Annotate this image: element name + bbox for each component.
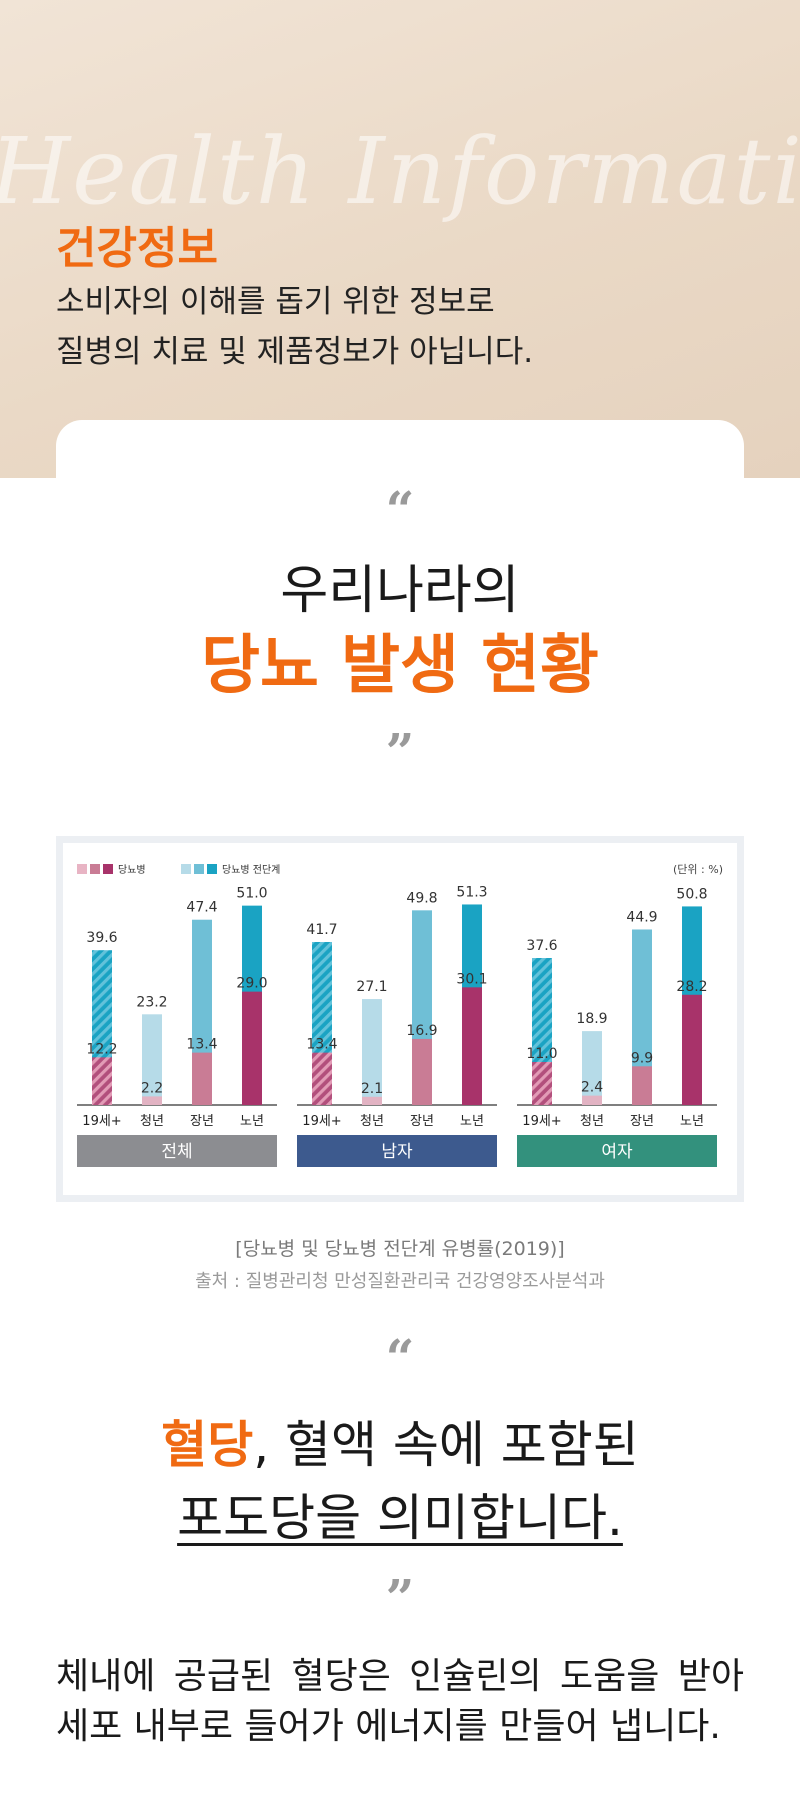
label-diabetes-1-1: 2.1 (361, 1081, 383, 1097)
bar-diabetes-1-3 (462, 987, 482, 1105)
category-label-2-3: 노년 (680, 1114, 704, 1129)
open-quote-icon: “ (385, 480, 415, 539)
category-label-0-0: 19세+ (82, 1114, 121, 1129)
section2-highlight: 혈당 (161, 1416, 254, 1474)
label-diabetes-0-2: 13.4 (186, 1037, 217, 1053)
category-label-1-3: 노년 (460, 1114, 484, 1129)
category-label-0-2: 장년 (190, 1114, 214, 1129)
label-total-0-3: 51.0 (236, 886, 267, 902)
hero-script-text: Health Information (0, 118, 800, 225)
bar-diabetes-2-1 (582, 1095, 602, 1105)
group-bar-1 (297, 1135, 497, 1167)
section2-line2-text: 포도당을 의미합니다. (177, 1489, 623, 1547)
hero-banner: Health Information 건강정보 소비자의 이해를 돕기 위한 정… (0, 0, 800, 478)
chart-caption-title: [당뇨병 및 당뇨병 전단계 유병률(2019)] (235, 1238, 565, 1260)
bar-diabetes-0-3 (242, 991, 262, 1105)
category-label-0-1: 청년 (140, 1114, 164, 1129)
category-label-2-1: 청년 (580, 1114, 604, 1129)
label-total-0-0: 39.6 (86, 930, 117, 946)
section2-line1-rest: , 혈액 속에 포함된 (253, 1416, 639, 1474)
bar-diabetes-1-0 (312, 1052, 332, 1105)
bar-total-2-1 (582, 1031, 602, 1105)
label-total-2-0: 37.6 (526, 938, 557, 954)
bar-diabetes-2-2 (632, 1066, 652, 1105)
bar-diabetes-1-2 (412, 1038, 432, 1105)
unit-label: (단위 : %) (673, 863, 723, 876)
category-label-2-2: 장년 (630, 1114, 654, 1129)
label-total-2-1: 18.9 (576, 1011, 607, 1027)
label-diabetes-0-1: 2.2 (141, 1080, 163, 1096)
label-total-1-3: 51.3 (456, 884, 487, 900)
bar-total-1-1 (362, 999, 382, 1105)
legend-label-1: 당뇨병 전단계 (222, 864, 280, 876)
group-bar-0 (77, 1135, 277, 1167)
close-quote-icon: ” (385, 722, 415, 781)
label-diabetes-2-1: 2.4 (581, 1080, 603, 1096)
category-label-1-2: 장년 (410, 1114, 434, 1129)
open-quote-icon-2: “ (385, 1328, 415, 1387)
bar-diabetes-1-1 (362, 1096, 382, 1105)
legend-swatch-1-0 (181, 864, 191, 874)
bar-diabetes-2-3 (682, 994, 702, 1105)
group-label-1: 남자 (381, 1142, 413, 1162)
bar-diabetes-2-0 (532, 1062, 552, 1105)
label-total-1-2: 49.8 (406, 890, 437, 906)
chart-svg: 당뇨병 당뇨병 전단계 (단위 : %) 39.6 12.2 19세+ 23.2 2.2 청… (77, 863, 723, 1167)
legend-swatch-1-1 (194, 864, 204, 874)
legend-label-0: 당뇨병 (118, 864, 146, 876)
category-label-2-0: 19세+ (522, 1114, 561, 1129)
content-card-top (56, 420, 744, 540)
section1-title-line1: 우리나라의 (280, 561, 520, 621)
bar-total-2-2 (632, 929, 652, 1105)
label-diabetes-2-2: 9.9 (631, 1050, 653, 1066)
label-diabetes-0-0: 12.2 (86, 1041, 117, 1057)
chart-caption-source: 출처 : 질병관리청 만성질환관리국 건강영양조사분석과 (195, 1271, 605, 1292)
group-label-2: 여자 (601, 1142, 633, 1162)
bar-diabetes-0-0 (92, 1057, 112, 1105)
legend-swatch-0-0 (77, 864, 87, 874)
group-bar-2 (517, 1135, 717, 1167)
label-total-2-3: 50.8 (676, 886, 707, 902)
close-quote-icon-2: ” (385, 1568, 415, 1627)
section1-title-line2: 당뇨 발생 현황 (201, 629, 599, 703)
label-total-0-2: 47.4 (186, 900, 217, 916)
label-diabetes-1-0: 13.4 (306, 1037, 337, 1053)
category-label-0-3: 노년 (240, 1114, 264, 1129)
label-total-0-1: 23.2 (136, 994, 167, 1010)
legend-swatch-0-1 (90, 864, 100, 874)
label-diabetes-0-3: 29.0 (236, 976, 267, 992)
label-total-2-2: 44.9 (626, 909, 657, 925)
label-diabetes-2-0: 11.0 (526, 1046, 557, 1062)
label-diabetes-2-3: 28.2 (676, 979, 707, 995)
section2-line1: 혈당, 혈액 속에 포함된 (0, 1405, 800, 1477)
hero-line-2: 질병의 치료 및 제품정보가 아닙니다. (56, 334, 534, 370)
section2-line2: 포도당을 의미합니다. (0, 1478, 800, 1550)
category-label-1-1: 청년 (360, 1114, 384, 1129)
diabetes-chart: 당뇨병 당뇨병 전단계 (단위 : %) 39.6 12.2 19세+ 23.2 2.2 청… (56, 836, 744, 1202)
body-paragraph: 체내에 공급된 혈당은 인슐린의 도움을 받아 세포 내부로 들어가 에너지를 … (56, 1656, 744, 1747)
hero-title: 건강정보 (56, 223, 218, 274)
bar-total-0-1 (142, 1014, 162, 1105)
label-diabetes-1-3: 30.1 (456, 971, 487, 987)
group-label-0: 전체 (161, 1142, 192, 1162)
label-total-1-0: 41.7 (306, 922, 337, 938)
label-total-1-1: 27.1 (356, 979, 387, 995)
label-diabetes-1-2: 16.9 (406, 1023, 437, 1039)
legend-swatch-0-2 (103, 864, 113, 874)
bar-diabetes-0-2 (192, 1052, 212, 1105)
hero-line-1: 소비자의 이해를 돕기 위한 정보로 (56, 284, 495, 320)
category-label-1-0: 19세+ (302, 1114, 341, 1129)
bar-diabetes-0-1 (142, 1096, 162, 1105)
legend-swatch-1-2 (207, 864, 217, 874)
